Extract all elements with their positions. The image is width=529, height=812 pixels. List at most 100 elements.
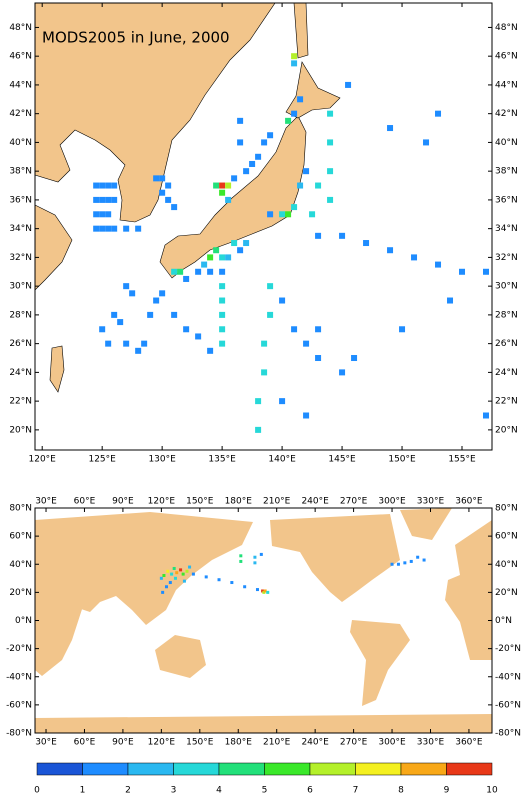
lat-label: 80°N [9, 504, 32, 514]
obs-cell [99, 196, 106, 203]
obs-cell [327, 110, 334, 117]
lat-label: 34°N [9, 224, 32, 234]
obs-cell [291, 110, 298, 117]
obs-cell [327, 139, 334, 146]
obs-cell [390, 562, 394, 566]
lat-label: 30°N [495, 282, 518, 292]
obs-cell [266, 590, 270, 594]
lat-label: -80°N [6, 729, 32, 739]
obs-cell [291, 204, 298, 211]
lon-label: 270°E [340, 497, 368, 507]
land [445, 520, 492, 660]
lon-label: 270°E [340, 738, 368, 748]
obs-cell [207, 254, 214, 261]
obs-cell [219, 189, 226, 196]
obs-cell [195, 268, 202, 275]
lat-label: 0°N [15, 616, 32, 626]
lon-label: 155°E [448, 455, 476, 465]
obs-cell [171, 268, 178, 275]
lat-label: -20°N [6, 644, 32, 654]
obs-cell [172, 566, 176, 570]
obs-cell [447, 297, 454, 304]
lat-label: 44°N [495, 80, 518, 90]
obs-cell [170, 572, 174, 576]
land [159, 115, 307, 279]
colorbar-swatch [264, 762, 311, 776]
colorbar-swatch [173, 762, 220, 776]
obs-cell [243, 240, 250, 247]
obs-cell [327, 196, 334, 203]
obs-cell [253, 555, 257, 559]
obs-cell [239, 554, 243, 558]
obs-cell [188, 565, 192, 569]
obs-cell [105, 211, 112, 218]
lat-label: 40°N [495, 560, 518, 570]
lon-label: 150°E [388, 0, 416, 2]
obs-cell [153, 297, 160, 304]
lon-label: 360°E [455, 738, 483, 748]
lat-label: 0°N [495, 616, 512, 626]
lon-label: 145°E [328, 455, 356, 465]
obs-cell [435, 110, 442, 117]
lon-label: 130°E [148, 455, 176, 465]
obs-cell [459, 268, 466, 275]
lat-label: 32°N [9, 253, 32, 263]
obs-cell [93, 211, 100, 218]
obs-cell [237, 247, 244, 254]
obs-cell [99, 211, 106, 218]
obs-cell [219, 283, 226, 290]
obs-cell [409, 559, 413, 563]
obs-cell [111, 311, 118, 318]
lat-label: 20°N [495, 425, 518, 435]
obs-cell [105, 196, 112, 203]
lat-label: 34°N [495, 224, 518, 234]
obs-cell [253, 561, 257, 565]
lon-label: 30°E [35, 738, 57, 748]
obs-cell [255, 153, 262, 160]
obs-cell [483, 268, 490, 275]
colorbar-label: 8 [398, 786, 404, 796]
lat-label: 30°N [9, 282, 32, 292]
obs-cell [263, 589, 267, 593]
obs-cell [93, 196, 100, 203]
obs-cell [237, 139, 244, 146]
lat-label: -60°N [6, 700, 32, 710]
lat-label: -40°N [6, 672, 32, 682]
lon-label: 210°E [263, 738, 291, 748]
lat-label: 32°N [495, 253, 518, 263]
lon-label: 155°E [448, 0, 476, 2]
lat-label: -80°N [495, 729, 521, 739]
land [34, 204, 73, 291]
lat-label: 38°N [9, 167, 32, 177]
lat-label: 24°N [495, 368, 518, 378]
obs-cell [303, 340, 310, 347]
lat-label: 48°N [495, 23, 518, 33]
colorbar-label: 5 [262, 786, 268, 796]
regional-land [34, 2, 341, 393]
obs-cell [129, 290, 136, 297]
lat-label: 60°N [9, 532, 32, 542]
obs-cell [291, 60, 298, 67]
obs-cell [165, 182, 172, 189]
lon-label: 120°E [29, 455, 57, 465]
lon-label: 140°E [268, 455, 296, 465]
obs-cell [291, 53, 298, 60]
colorbar-label: 7 [353, 786, 359, 796]
obs-cell [267, 311, 274, 318]
land [293, 2, 309, 59]
lon-label: 240°E [301, 497, 329, 507]
obs-cell [416, 555, 420, 559]
lat-label: -40°N [495, 672, 521, 682]
lon-label: 135°E [208, 455, 236, 465]
obs-cell [181, 572, 185, 576]
lat-label: 22°N [495, 397, 518, 407]
obs-cell [168, 581, 172, 585]
colorbar-label: 4 [216, 786, 222, 796]
land [35, 560, 85, 676]
colorbar-label: 10 [486, 786, 498, 796]
land [34, 2, 276, 223]
obs-cell [147, 311, 154, 318]
lat-label: 42°N [9, 109, 32, 119]
colorbar-label: 2 [125, 786, 131, 796]
obs-cell [162, 574, 166, 577]
